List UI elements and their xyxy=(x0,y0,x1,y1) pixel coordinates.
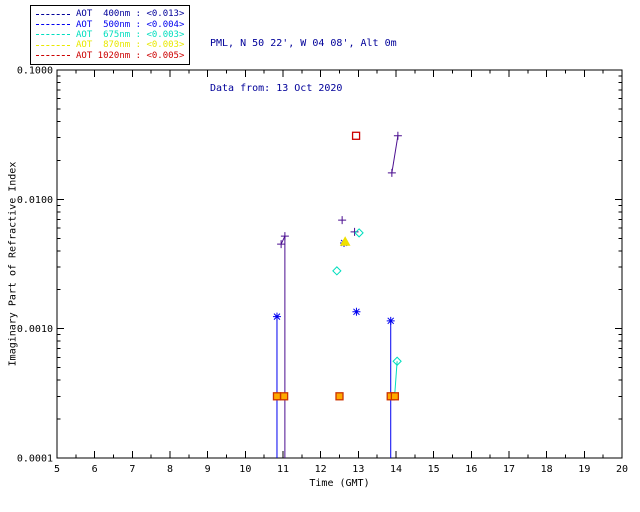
y-tick-label: 0.0010 xyxy=(17,324,53,335)
series-AOT-400nm xyxy=(277,131,402,458)
legend-line-sample xyxy=(36,13,70,15)
legend-line-sample xyxy=(36,55,70,57)
marker-asterisk xyxy=(352,307,361,316)
legend-item-label: AOT 500nm : <0.004> xyxy=(76,19,185,30)
y-axis-title: Imaginary Part of Refractive Index xyxy=(7,161,19,367)
marker-plus xyxy=(387,168,396,177)
x-tick-label: 9 xyxy=(205,464,211,475)
marker-diamond xyxy=(354,228,364,238)
legend-item: AOT 1020nm : <0.005> xyxy=(36,51,184,61)
x-tick-label: 13 xyxy=(352,464,364,475)
legend-box: AOT 400nm : <0.013> AOT 500nm : <0.004> … xyxy=(30,5,191,65)
legend-item: AOT 500nm : <0.004> xyxy=(36,19,185,30)
marker-square xyxy=(390,392,400,401)
y-tick-label: 0.0100 xyxy=(17,195,53,206)
data-date-text: Data from: 13 Oct 2020 xyxy=(210,83,343,94)
marker-diamond xyxy=(332,266,342,276)
marker-plus xyxy=(277,240,286,249)
x-tick-label: 8 xyxy=(167,464,173,475)
marker-square xyxy=(335,392,344,401)
marker-asterisk xyxy=(272,312,281,321)
x-tick-label: 12 xyxy=(315,464,327,475)
legend-line-sample xyxy=(36,24,70,26)
x-tick-label: 15 xyxy=(428,464,440,475)
x-tick-label: 20 xyxy=(616,464,628,475)
series-line xyxy=(391,135,399,174)
legend-line-sample xyxy=(36,44,70,46)
marker-triangle xyxy=(339,236,351,246)
series-AOT-500nm xyxy=(272,238,395,458)
x-tick-label: 11 xyxy=(277,464,289,475)
x-tick-label: 5 xyxy=(54,464,60,475)
y-tick-label: 0.1000 xyxy=(17,66,53,77)
legend-item: AOT 870nm : <0.003> xyxy=(36,40,184,50)
legend-item-label: AOT 400nm : <0.013> xyxy=(76,9,185,20)
legend-item: AOT 400nm : <0.013> xyxy=(36,9,184,19)
legend-item-label: AOT 870nm : <0.003> xyxy=(76,40,185,51)
legend-item-label: AOT 675nm : <0.003> xyxy=(76,29,185,40)
marker-plus xyxy=(280,232,289,241)
y-tick-label: 0.0001 xyxy=(17,454,53,465)
series-AOT-1020nm xyxy=(272,131,400,401)
legend-item-label: AOT 1020nm : <0.005> xyxy=(76,50,185,61)
y-axis-ticks: 0.1000 0.0100 0.0010 0.0001 xyxy=(17,66,622,465)
x-tick-label: 14 xyxy=(390,464,402,475)
site-location-text: PML, N 50 22', W 04 08', Alt 0m xyxy=(210,38,397,49)
marker-diamond xyxy=(392,356,402,366)
x-tick-label: 19 xyxy=(578,464,590,475)
marker-plus xyxy=(350,227,359,236)
legend-line-sample xyxy=(36,34,70,36)
series-AOT-870nm xyxy=(339,236,351,246)
marker-square xyxy=(272,392,282,401)
legend-item: AOT 675nm : <0.003> xyxy=(36,30,184,40)
x-axis-ticks: 5 6 7 8 9 10 11 12 13 14 15 16 17 18 19 20 xyxy=(54,70,628,475)
marker-plus xyxy=(393,131,402,140)
marker-asterisk xyxy=(386,316,395,325)
x-tick-label: 18 xyxy=(541,464,553,475)
header-info: PML, N 50 22', W 04 08', Alt 0m Data fro… xyxy=(210,6,397,126)
x-tick-label: 17 xyxy=(503,464,515,475)
marker-plus xyxy=(338,216,347,225)
series-line xyxy=(394,361,398,393)
series-line xyxy=(280,235,286,245)
x-axis-title: Time (GMT) xyxy=(309,478,370,489)
marker-square xyxy=(351,131,361,140)
x-tick-label: 10 xyxy=(239,464,251,475)
marker-square xyxy=(279,392,289,401)
x-tick-label: 6 xyxy=(92,464,98,475)
x-tick-label: 16 xyxy=(465,464,477,475)
series-AOT-675nm xyxy=(332,228,402,393)
x-tick-label: 7 xyxy=(129,464,135,475)
